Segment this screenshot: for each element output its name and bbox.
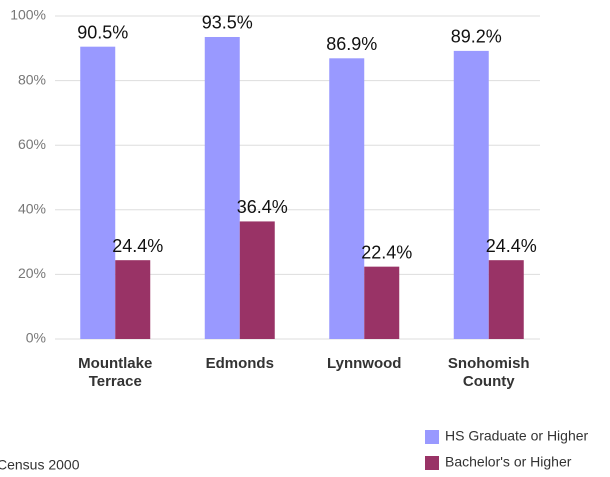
- bar: [329, 58, 365, 340]
- value-label: 86.9%: [326, 34, 377, 54]
- legend-swatch: [425, 456, 439, 470]
- bar: [364, 266, 400, 339]
- x-tick-label: Snohomish County: [448, 355, 530, 390]
- bar: [204, 36, 240, 340]
- y-tick-label: 80%: [18, 71, 46, 87]
- value-label: 36.4%: [237, 197, 288, 217]
- x-tick-label: Lynnwood: [327, 355, 401, 372]
- bar: [488, 260, 524, 339]
- value-label: 89.2%: [451, 27, 502, 47]
- bar: [115, 260, 151, 339]
- value-label: 24.4%: [112, 236, 163, 256]
- y-tick-label: 40%: [18, 201, 46, 217]
- bar: [80, 46, 116, 340]
- bar: [239, 221, 275, 339]
- y-tick-label: 100%: [10, 7, 46, 23]
- value-label: 24.4%: [486, 236, 537, 256]
- x-tick-label: Mountlake Terrace: [78, 355, 152, 390]
- source-note: Census 2000: [0, 457, 80, 473]
- legend-label: Bachelor's or Higher: [445, 454, 572, 470]
- legend-swatch: [425, 430, 439, 444]
- value-label: 22.4%: [361, 242, 412, 262]
- value-label: 90.5%: [77, 22, 128, 42]
- legend-label: HS Graduate or Higher: [445, 428, 589, 444]
- x-tick-label: Edmonds: [206, 355, 274, 372]
- y-tick-label: 60%: [18, 136, 46, 152]
- y-tick-label: 20%: [18, 265, 46, 281]
- value-label: 93.5%: [202, 13, 253, 33]
- bar: [453, 50, 489, 339]
- y-tick-label: 0%: [26, 330, 46, 346]
